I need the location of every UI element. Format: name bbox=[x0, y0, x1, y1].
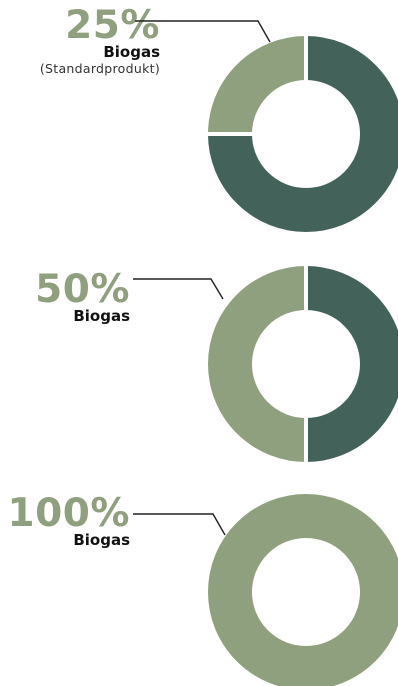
percent-value: 100% bbox=[7, 491, 130, 536]
donut-block-100: 100% Biogas bbox=[0, 460, 398, 686]
donut-slices bbox=[208, 494, 398, 686]
donut-label-50: 50% Biogas bbox=[0, 267, 130, 325]
donut-slices bbox=[208, 265, 398, 463]
leader-line bbox=[133, 278, 224, 300]
series-name: Biogas bbox=[73, 307, 130, 325]
product-note: (Standardprodukt) bbox=[39, 61, 160, 76]
donut-label-100: 100% Biogas bbox=[0, 491, 131, 549]
donut-slice-other bbox=[305, 266, 398, 462]
series-name: Biogas bbox=[103, 43, 160, 61]
donut-chart-100 bbox=[133, 494, 398, 686]
donut-block-50: 50% Biogas bbox=[0, 230, 398, 463]
donut-slices bbox=[207, 35, 398, 232]
donut-slice-other bbox=[208, 36, 398, 232]
leader-line bbox=[133, 513, 226, 536]
donut-label-25: 25% Biogas (Standardprodukt) bbox=[0, 3, 160, 77]
percent-value: 25% bbox=[65, 3, 160, 48]
donut-slice-biogas bbox=[208, 266, 307, 462]
donut-chart-50 bbox=[133, 265, 398, 463]
donut-chart-25 bbox=[135, 20, 398, 232]
percent-value: 50% bbox=[35, 267, 130, 312]
series-name: Biogas bbox=[73, 531, 130, 549]
donut-slice-biogas bbox=[208, 494, 398, 686]
donut-block-25: 25% Biogas (Standardprodukt) bbox=[0, 0, 398, 232]
donut-slice-biogas bbox=[208, 36, 307, 135]
leader-line bbox=[135, 20, 271, 43]
